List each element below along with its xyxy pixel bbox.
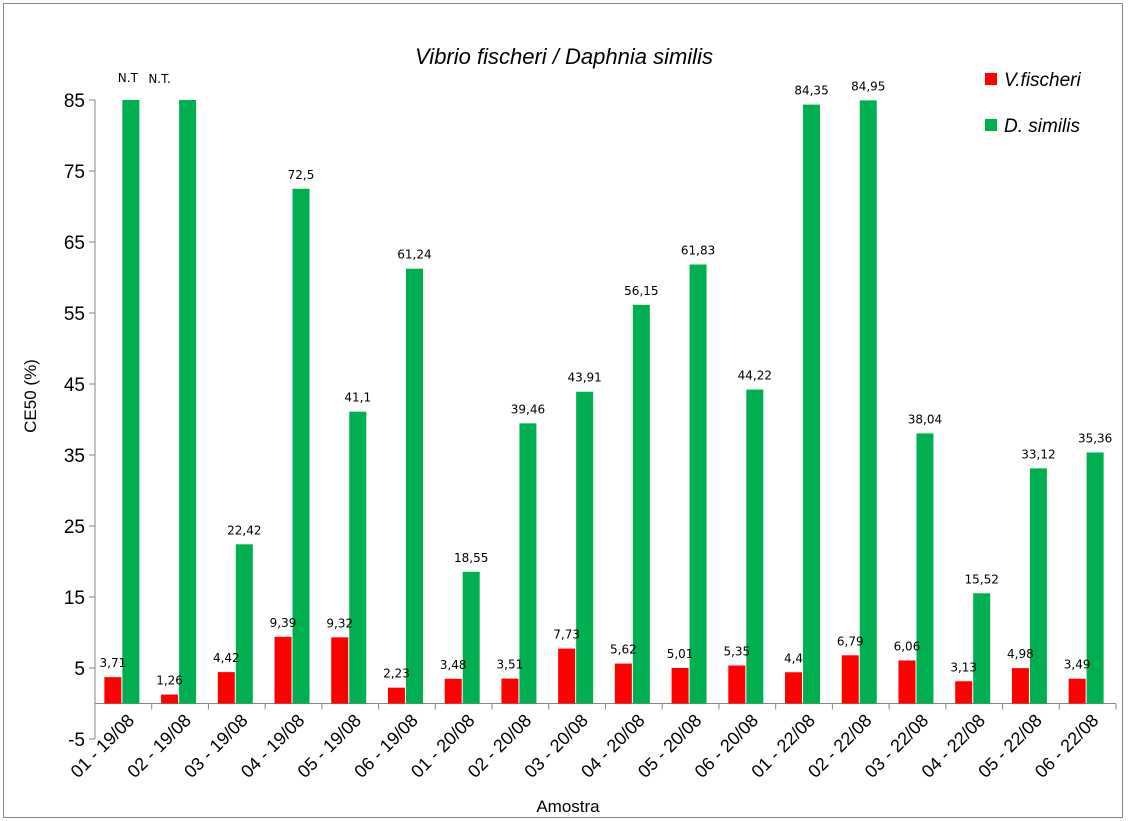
bar-d-similis <box>292 188 310 704</box>
data-label: 43,91 <box>567 371 601 385</box>
y-axis: -5 5 15 25 35 45 55 65 75 85 <box>64 91 96 751</box>
data-label: 9,39 <box>270 616 297 630</box>
bars <box>104 100 1104 704</box>
data-label: 44,22 <box>738 369 772 383</box>
bar-d-similis <box>689 264 707 704</box>
legend-swatch-v-fischeri <box>985 73 997 85</box>
y-tick-label: 65 <box>64 233 85 254</box>
bar-v-fischeri <box>104 677 122 704</box>
data-label: 84,95 <box>851 79 885 93</box>
bar-d-similis <box>405 268 423 704</box>
bar-d-similis <box>349 411 367 704</box>
data-label: 41,1 <box>344 391 371 405</box>
data-label: 3,71 <box>100 656 127 670</box>
data-label: 3,48 <box>440 658 467 672</box>
legend-label-v-fischeri: V.fischeri <box>1004 70 1082 91</box>
bar-v-fischeri <box>841 655 859 704</box>
bar-d-similis <box>462 571 480 704</box>
bar-v-fischeri <box>728 665 746 704</box>
data-label: 61,83 <box>681 244 715 258</box>
bar-d-similis <box>122 100 140 704</box>
data-label: 35,36 <box>1078 431 1112 445</box>
bar-v-fischeri <box>387 687 405 704</box>
bar-d-similis <box>916 433 934 704</box>
bar-d-similis <box>859 100 877 704</box>
data-label: N.T. <box>148 72 171 86</box>
bar-d-similis <box>179 100 197 704</box>
bar-v-fischeri <box>785 672 803 704</box>
bar-v-fischeri <box>161 694 179 704</box>
data-label: 56,15 <box>624 284 658 298</box>
y-tick-label: 85 <box>64 91 85 112</box>
legend-label-d-similis: D. similis <box>1004 116 1080 137</box>
data-label: 15,52 <box>965 572 999 586</box>
x-axis-label: Amostra <box>536 797 600 816</box>
data-label: 4,98 <box>1007 647 1034 661</box>
y-tick-label: 25 <box>64 517 85 538</box>
legend-swatch-d-similis <box>985 119 997 131</box>
data-label: 4,4 <box>784 651 803 665</box>
data-label: 3,49 <box>1064 658 1091 672</box>
data-label: 1,26 <box>156 674 183 688</box>
data-label: 4,42 <box>213 651 240 665</box>
bar-d-similis <box>1086 452 1104 704</box>
y-tick-label: 55 <box>64 304 85 325</box>
data-label: 6,79 <box>837 634 864 648</box>
data-label: 7,73 <box>553 628 580 642</box>
bar-chart: Vibrio fischeri / Daphnia similis -5 5 15 2… <box>21 44 1117 816</box>
data-label: 84,35 <box>794 84 828 98</box>
bar-d-similis <box>632 304 650 704</box>
y-tick-label: 5 <box>74 659 85 680</box>
bar-v-fischeri <box>1011 668 1029 704</box>
bar-v-fischeri <box>501 678 519 704</box>
y-tick-label: 15 <box>64 588 85 609</box>
bar-d-similis <box>803 104 821 704</box>
bar-d-similis <box>576 391 594 704</box>
bar-d-similis <box>1029 468 1047 704</box>
data-label: 18,55 <box>454 551 488 565</box>
data-label: 72,5 <box>288 168 315 182</box>
bar-v-fischeri <box>898 660 916 704</box>
data-label: 5,01 <box>667 647 694 661</box>
data-label: 22,42 <box>227 523 261 537</box>
data-label: 6,06 <box>894 639 921 653</box>
data-label: 61,24 <box>397 248 431 262</box>
bar-v-fischeri <box>217 672 235 704</box>
bar-d-similis <box>746 389 764 704</box>
data-label: 39,46 <box>511 402 545 416</box>
chart-frame: Vibrio fischeri / Daphnia similis -5 5 15 2… <box>3 3 1123 818</box>
data-label: 5,35 <box>723 645 750 659</box>
data-label: 2,23 <box>383 667 410 681</box>
bar-d-similis <box>973 593 991 704</box>
bar-v-fischeri <box>274 636 292 704</box>
bar-v-fischeri <box>671 667 689 704</box>
data-label: 33,12 <box>1021 447 1055 461</box>
data-label: 9,32 <box>326 616 353 630</box>
legend: V.fischeri D. similis <box>985 70 1082 137</box>
bar-v-fischeri <box>444 678 462 704</box>
bar-d-similis <box>519 423 537 704</box>
bar-v-fischeri <box>614 663 632 704</box>
bar-v-fischeri <box>331 637 349 704</box>
data-label: 38,04 <box>908 412 942 426</box>
data-label: 5,62 <box>610 643 637 657</box>
data-label: 3,51 <box>497 658 524 672</box>
y-tick-label: -5 <box>68 730 85 751</box>
bar-v-fischeri <box>558 648 576 704</box>
data-label: N.T <box>118 71 139 85</box>
y-axis-label: CE50 (%) <box>21 359 40 433</box>
data-label: 3,13 <box>950 660 977 674</box>
data-labels: 3,71 1,26 4,42 9,39 9,32 2,23 3,48 3,51 7,73 5,62… <box>100 71 1113 688</box>
bar-v-fischeri <box>955 681 973 704</box>
bar-v-fischeri <box>1068 678 1086 704</box>
y-tick-label: 35 <box>64 446 85 467</box>
y-tick-label: 45 <box>64 375 85 396</box>
chart-title: Vibrio fischeri / Daphnia similis <box>415 44 713 69</box>
bar-d-similis <box>235 544 253 704</box>
y-tick-label: 75 <box>64 162 85 183</box>
